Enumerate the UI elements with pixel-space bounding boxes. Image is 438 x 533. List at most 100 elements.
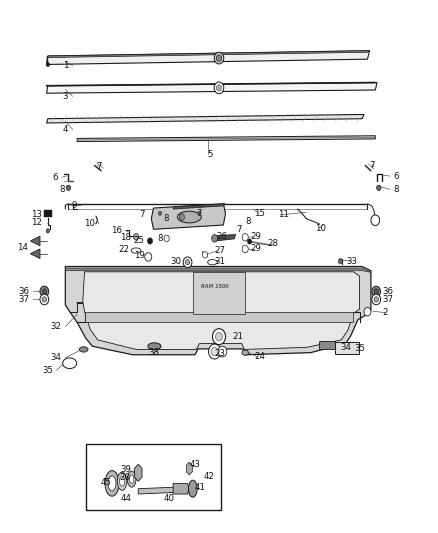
Text: 7: 7 bbox=[370, 161, 375, 170]
Text: 41: 41 bbox=[195, 482, 206, 491]
Ellipse shape bbox=[148, 343, 161, 350]
Ellipse shape bbox=[208, 260, 217, 265]
Polygon shape bbox=[85, 312, 353, 322]
Ellipse shape bbox=[130, 475, 134, 483]
Text: 39: 39 bbox=[120, 465, 131, 474]
Text: 7: 7 bbox=[237, 225, 242, 234]
Polygon shape bbox=[173, 204, 226, 209]
Text: 8: 8 bbox=[163, 214, 169, 223]
Polygon shape bbox=[193, 272, 245, 314]
Text: 11: 11 bbox=[278, 211, 289, 220]
Text: 34: 34 bbox=[51, 353, 62, 362]
Text: 24: 24 bbox=[254, 352, 265, 361]
Text: 4: 4 bbox=[63, 125, 68, 134]
Circle shape bbox=[185, 260, 190, 265]
Text: 7: 7 bbox=[197, 209, 202, 218]
Polygon shape bbox=[186, 462, 192, 475]
Circle shape bbox=[183, 257, 192, 268]
Bar bbox=[44, 210, 52, 217]
Circle shape bbox=[216, 55, 222, 61]
Circle shape bbox=[364, 308, 371, 316]
Circle shape bbox=[46, 62, 49, 67]
Polygon shape bbox=[138, 487, 188, 494]
Text: 9: 9 bbox=[72, 201, 77, 210]
Circle shape bbox=[40, 286, 49, 297]
Circle shape bbox=[242, 245, 248, 253]
Text: 40: 40 bbox=[163, 494, 174, 503]
Bar bbox=[335, 342, 359, 354]
Text: 8: 8 bbox=[157, 234, 163, 243]
Text: 26: 26 bbox=[216, 232, 227, 241]
Circle shape bbox=[202, 252, 208, 258]
Circle shape bbox=[374, 297, 378, 302]
Text: 18: 18 bbox=[120, 233, 131, 243]
Text: 35: 35 bbox=[42, 366, 53, 375]
Circle shape bbox=[212, 329, 226, 345]
Text: 25: 25 bbox=[134, 237, 145, 246]
Text: 2: 2 bbox=[383, 308, 388, 317]
Text: 29: 29 bbox=[251, 232, 261, 241]
Polygon shape bbox=[65, 266, 371, 355]
Ellipse shape bbox=[188, 480, 197, 497]
Text: 6: 6 bbox=[52, 173, 57, 182]
Text: 28: 28 bbox=[267, 239, 278, 248]
Circle shape bbox=[198, 211, 201, 215]
Polygon shape bbox=[134, 464, 142, 481]
Text: 8: 8 bbox=[394, 185, 399, 194]
Polygon shape bbox=[46, 51, 370, 64]
Circle shape bbox=[158, 211, 162, 215]
Text: 8: 8 bbox=[60, 185, 65, 194]
Circle shape bbox=[179, 214, 184, 220]
Circle shape bbox=[211, 348, 218, 356]
Ellipse shape bbox=[242, 350, 248, 356]
Ellipse shape bbox=[120, 477, 125, 486]
Text: 7: 7 bbox=[139, 211, 145, 220]
Polygon shape bbox=[46, 83, 377, 93]
Polygon shape bbox=[30, 249, 40, 259]
Text: 16: 16 bbox=[111, 226, 122, 235]
Bar bbox=[318, 341, 335, 350]
Text: 19: 19 bbox=[134, 252, 145, 260]
Text: 31: 31 bbox=[215, 257, 226, 265]
Text: 21: 21 bbox=[232, 332, 243, 341]
Polygon shape bbox=[77, 136, 375, 142]
Text: 33: 33 bbox=[346, 257, 357, 265]
Ellipse shape bbox=[131, 248, 141, 253]
Circle shape bbox=[40, 294, 49, 305]
Circle shape bbox=[372, 294, 381, 305]
Circle shape bbox=[66, 185, 71, 190]
Circle shape bbox=[212, 235, 218, 242]
Text: 38: 38 bbox=[149, 348, 160, 357]
Circle shape bbox=[218, 346, 227, 357]
Polygon shape bbox=[151, 204, 226, 229]
Text: 22: 22 bbox=[119, 245, 130, 254]
Circle shape bbox=[148, 238, 152, 244]
Polygon shape bbox=[46, 51, 370, 58]
Ellipse shape bbox=[105, 471, 119, 496]
Circle shape bbox=[374, 289, 378, 294]
Text: 36: 36 bbox=[383, 287, 394, 296]
Text: 43: 43 bbox=[189, 460, 200, 469]
Circle shape bbox=[338, 259, 343, 264]
Text: 15: 15 bbox=[254, 209, 265, 218]
Text: 37: 37 bbox=[18, 295, 29, 304]
Text: 36: 36 bbox=[18, 287, 29, 296]
Circle shape bbox=[46, 229, 49, 233]
Circle shape bbox=[216, 85, 222, 91]
Circle shape bbox=[208, 344, 221, 359]
Text: 27: 27 bbox=[215, 246, 226, 255]
Text: 1: 1 bbox=[63, 61, 68, 70]
Text: 7: 7 bbox=[96, 162, 102, 171]
Circle shape bbox=[242, 233, 248, 241]
Ellipse shape bbox=[79, 347, 88, 352]
Text: 10: 10 bbox=[84, 220, 95, 229]
Polygon shape bbox=[173, 483, 188, 494]
Text: RAM 1500: RAM 1500 bbox=[201, 284, 229, 289]
Ellipse shape bbox=[117, 472, 127, 490]
Circle shape bbox=[145, 253, 152, 261]
Circle shape bbox=[371, 215, 380, 225]
Text: 12: 12 bbox=[31, 219, 42, 228]
Text: 20: 20 bbox=[120, 473, 131, 482]
Text: 37: 37 bbox=[383, 295, 394, 304]
Text: 6: 6 bbox=[394, 172, 399, 181]
